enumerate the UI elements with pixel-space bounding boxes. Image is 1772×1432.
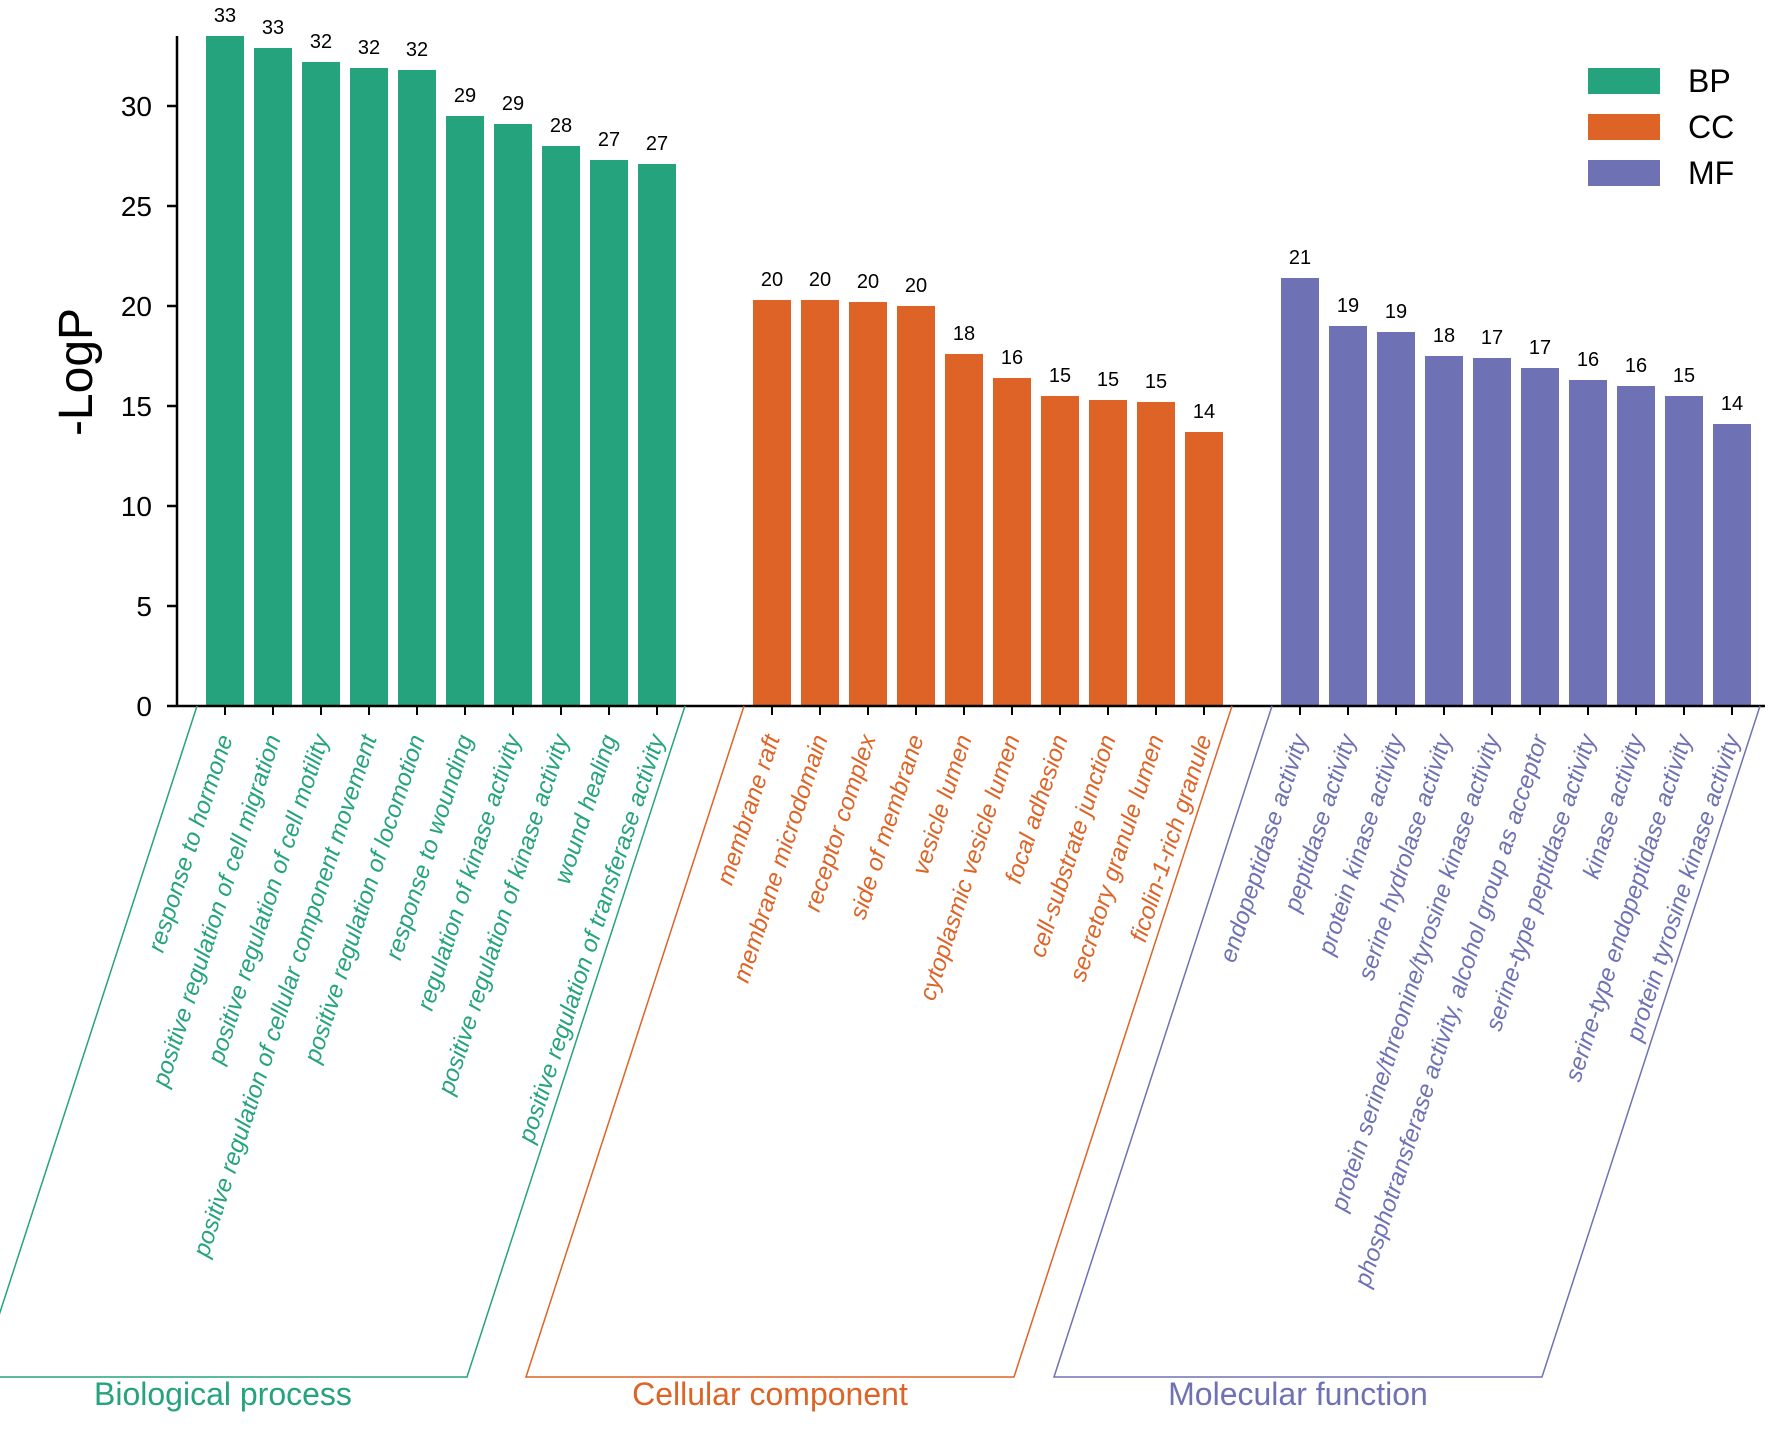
bar[interactable] [1329,326,1367,706]
bar[interactable] [638,164,676,706]
data-label: 29 [454,85,476,107]
y-axis-label: -LogP [50,308,103,436]
data-label: 17 [1529,337,1551,359]
legend-label: BP [1688,63,1731,99]
bar[interactable] [590,160,628,706]
bar[interactable] [849,302,887,706]
y-tick-label: 20 [121,291,152,322]
legend-swatch [1588,114,1660,140]
data-label: 20 [809,269,831,291]
data-label: 16 [1625,355,1647,377]
y-tick-label: 5 [136,591,152,622]
bar[interactable] [350,68,388,706]
bar[interactable] [753,300,791,706]
bar[interactable] [398,70,436,706]
bar[interactable] [1473,358,1511,706]
legend: BP CC MF [1588,63,1734,191]
group-bracket [0,705,686,1378]
legend-label: CC [1688,109,1734,145]
bar[interactable] [1521,368,1559,706]
data-label: 17 [1481,327,1503,349]
bar[interactable] [1377,332,1415,706]
series-bp: 33 33 32 32 32 29 29 28 27 27 [206,5,676,715]
data-label: 29 [502,93,524,115]
group-bracket [1052,705,1761,1378]
data-label: 27 [598,129,620,151]
data-label: 19 [1337,295,1359,317]
data-label: 15 [1097,369,1119,391]
bar[interactable] [1041,396,1079,706]
group-label: Biological process [94,1376,352,1412]
group-label: Cellular component [632,1376,908,1412]
bar[interactable] [1089,400,1127,706]
legend-label: MF [1688,155,1734,191]
y-tick-label: 0 [136,691,152,722]
bar[interactable] [897,306,935,706]
bar[interactable] [254,48,292,706]
bar[interactable] [1665,396,1703,706]
legend-swatch [1588,68,1660,94]
data-label: 15 [1673,365,1695,387]
bar[interactable] [945,354,983,706]
bar[interactable] [1569,380,1607,706]
data-label: 15 [1049,365,1071,387]
bar[interactable] [446,116,484,706]
bar[interactable] [1185,432,1223,706]
data-label: 32 [310,31,332,53]
axes-layer [175,36,1765,708]
series-cc: 20 20 20 20 18 16 15 15 15 14 [753,269,1223,715]
data-label: 32 [406,39,428,61]
data-label: 27 [646,133,668,155]
y-tick-label: 25 [121,191,152,222]
data-label: 18 [953,323,975,345]
data-label: 20 [857,271,879,293]
bar[interactable] [1617,386,1655,706]
bar[interactable] [1281,278,1319,706]
y-ticks: 0 5 10 15 20 25 30 [121,91,177,722]
data-label: 32 [358,37,380,59]
group-label: Molecular function [1168,1376,1428,1412]
data-label: 28 [550,115,572,137]
bar[interactable] [801,300,839,706]
data-label: 16 [1577,349,1599,371]
data-label: 20 [761,269,783,291]
legend-swatch [1588,160,1660,186]
bar[interactable] [302,62,340,706]
group-bracket [524,705,1233,1378]
data-label: 33 [262,17,284,39]
bar[interactable] [542,146,580,706]
data-label: 19 [1385,301,1407,323]
data-label: 14 [1193,401,1215,423]
data-label: 16 [1001,347,1023,369]
bar[interactable] [1137,402,1175,706]
bars-layer: 33 33 32 32 32 29 29 28 27 27 20 20 20 20 18 16 15 15 15 14… [206,5,1751,715]
data-label: 20 [905,275,927,297]
bar[interactable] [494,124,532,706]
bar[interactable] [206,36,244,706]
data-label: 14 [1721,393,1743,415]
series-mf: 21 19 19 18 17 17 16 16 15 14 [1281,247,1751,715]
data-label: 21 [1289,247,1311,269]
data-label: 15 [1145,371,1167,393]
y-tick-label: 30 [121,91,152,122]
bar[interactable] [1713,424,1751,706]
bar[interactable] [1425,356,1463,706]
bar[interactable] [993,378,1031,706]
y-tick-label: 10 [121,491,152,522]
data-label: 18 [1433,325,1455,347]
y-tick-label: 15 [121,391,152,422]
data-label: 33 [214,5,236,27]
